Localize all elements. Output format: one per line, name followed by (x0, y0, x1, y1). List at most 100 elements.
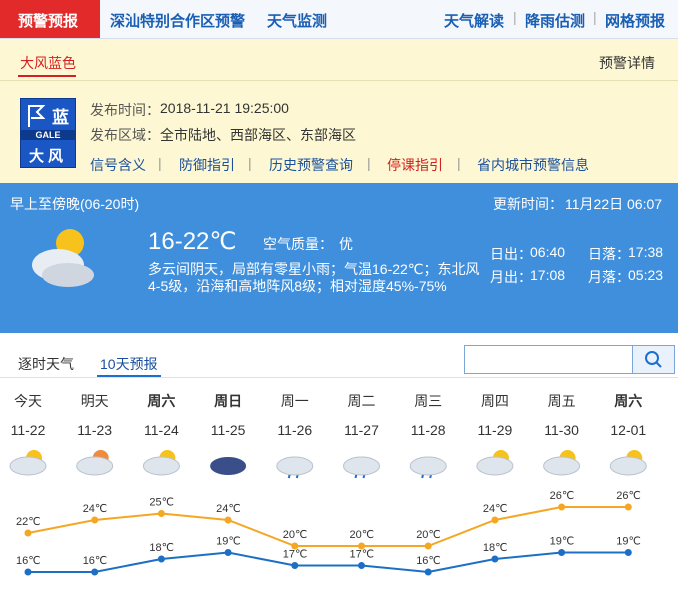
cloud (476, 456, 514, 476)
tab-active[interactable]: 10天预报 (100, 356, 158, 372)
warning-detail[interactable]: 预警详情 (599, 55, 655, 71)
sun-label: 日出： (490, 246, 532, 262)
warning-panel: 大风蓝色 预警详情 蓝 GALE 大风 发布时间： 2018-11-21 19:… (0, 39, 678, 183)
divider (0, 80, 678, 81)
high-label: 20℃ (350, 529, 375, 541)
high-point (157, 510, 165, 517)
sun-label: 月落： (588, 269, 630, 285)
low-label: 19℃ (616, 536, 641, 548)
day: 明天 (81, 393, 109, 409)
sep: | (158, 155, 162, 171)
search-input[interactable] (464, 345, 633, 374)
sun-value: 06:40 (530, 244, 566, 260)
high-label: 26℃ (550, 490, 575, 502)
search-icon (645, 351, 662, 368)
low-point (24, 568, 32, 576)
date: 11-30 (544, 422, 579, 438)
nav-active-bg (0, 0, 100, 38)
cloud (543, 456, 581, 476)
date: 11-24 (144, 422, 179, 438)
low-label: 17℃ (350, 549, 375, 561)
low-label: 19℃ (550, 536, 575, 548)
sun-value: 05:23 (628, 267, 664, 283)
warning-link[interactable]: 停课指引 (387, 157, 443, 173)
high-label: 22℃ (16, 516, 41, 528)
day: 周四 (481, 393, 509, 409)
low-point (291, 562, 299, 569)
high-point (624, 503, 632, 511)
tab[interactable]: 逐时天气 (18, 356, 74, 372)
nav-link[interactable]: 网格预报 (605, 13, 666, 30)
divider (0, 377, 678, 378)
nav-link[interactable]: 降雨估测 (525, 13, 586, 30)
sun-value: 17:38 (628, 244, 664, 260)
low-label: 16℃ (83, 555, 108, 567)
weather-icon (409, 456, 447, 479)
weather-icon (142, 450, 180, 476)
weather-icon (9, 450, 47, 476)
day: 周五 (548, 393, 576, 409)
icon-en: GALE (21, 130, 75, 140)
nav-active[interactable]: 预警预报 (18, 13, 79, 30)
weather-icon (476, 450, 514, 476)
low-line (28, 551, 629, 574)
search-button[interactable] (632, 345, 675, 374)
sep: | (457, 155, 461, 171)
date: 11-22 (11, 422, 46, 438)
updated: 11月22日 06:07 (565, 196, 663, 212)
low-point (157, 555, 165, 563)
high-label: 24℃ (216, 503, 241, 515)
tab-underline (18, 75, 76, 77)
field-label: 发布时间： (90, 102, 160, 118)
description: 多云间阴天，局部有零星小雨；气温16-22℃；东北风 (148, 261, 480, 277)
weather-icon (76, 450, 114, 476)
low-label: 16℃ (16, 555, 41, 567)
low-point (491, 555, 499, 563)
aq-label: 空气质量： (263, 236, 333, 252)
warning-link[interactable]: 省内城市预警信息 (477, 157, 589, 173)
high-point (24, 529, 32, 537)
cloud (409, 456, 447, 476)
day: 周日 (214, 393, 242, 409)
warning-link[interactable]: 防御指引 (179, 157, 235, 173)
nav-link[interactable]: 天气监测 (267, 13, 328, 30)
warning-link[interactable]: 历史预警查询 (269, 157, 353, 173)
nav-link[interactable]: 天气解读 (444, 13, 505, 30)
date: 11-29 (478, 422, 513, 438)
low-label: 17℃ (283, 549, 308, 561)
date: 11-28 (411, 422, 446, 438)
high-point (224, 516, 232, 524)
low-label: 18℃ (483, 542, 508, 554)
cloud (276, 456, 314, 476)
high-label: 24℃ (83, 503, 108, 515)
low-label: 18℃ (149, 542, 174, 554)
low-point (224, 549, 232, 556)
warning-link[interactable]: 信号含义 (90, 157, 146, 173)
forecast: 今天 11-22 明天 11-23 周六 11-24 周日 11-25 周一 11-26 周二 11-… (9, 393, 647, 576)
day: 周六 (614, 393, 642, 409)
weather-icon (210, 457, 247, 475)
high-point (558, 503, 566, 511)
cloud (76, 456, 114, 476)
today-panel: 早上至傍晚(06-20时) 更新时间： 11月22日 06:07 16-22℃ … (0, 183, 678, 333)
low-point (358, 562, 365, 569)
nav-bar: 预警预报 深汕特别合作区预警 天气监测 天气解读 | 降雨估测 | 网格预报 (0, 0, 678, 39)
sep: | (367, 155, 371, 171)
sun-value: 17:08 (530, 267, 566, 283)
warning-tab[interactable]: 大风蓝色 (20, 55, 76, 71)
low-point (624, 549, 632, 556)
high-label: 26℃ (616, 490, 641, 502)
low-point (558, 549, 566, 556)
nav-link[interactable]: 深汕特别合作区预警 (110, 13, 246, 30)
low-label: 19℃ (216, 536, 241, 548)
day: 今天 (14, 393, 42, 409)
sep: | (593, 9, 597, 25)
low-point (424, 568, 432, 576)
high-point (291, 542, 299, 550)
day: 周一 (281, 393, 309, 409)
high-label: 20℃ (283, 529, 308, 541)
field-value: 2018-11-21 19:25:00 (160, 100, 289, 116)
period: 早上至傍晚(06-20时) (10, 196, 140, 212)
day: 周三 (414, 393, 442, 409)
